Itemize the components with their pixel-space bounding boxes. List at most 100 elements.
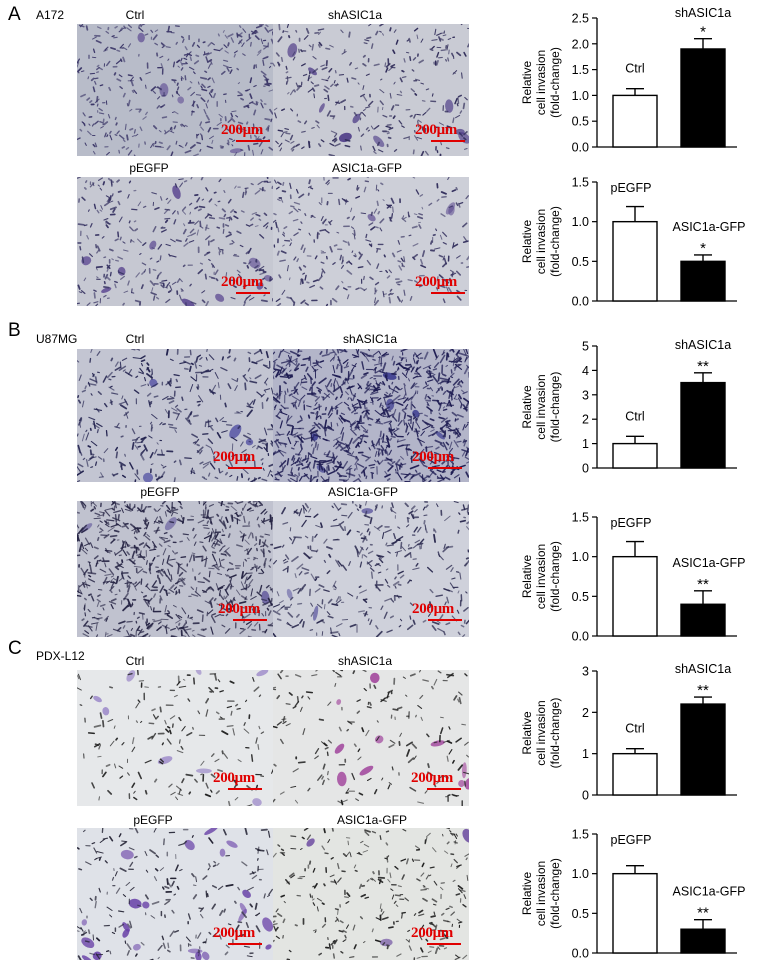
micrograph-b-shasic1a: [273, 349, 469, 482]
bar-asic1a-gfp: [680, 603, 726, 637]
y-tick-label: 1.0: [572, 215, 589, 229]
y-axis-label: cell invasion: [534, 209, 548, 274]
category-label: shASIC1a: [675, 6, 731, 20]
bar-chart-b-shasic1a: Relative cell invasion (fold-change) 0 1 2 3 4 5…: [520, 338, 737, 476]
significance-marker: *: [700, 240, 706, 257]
y-tick-label: 0.0: [572, 947, 589, 961]
y-tick-label: 1.0: [572, 89, 589, 103]
scale-label-a-shasic1a: 200μm: [415, 122, 457, 138]
y-axis-label: cell invasion: [534, 50, 548, 115]
scale-bar-c-shasic1a: [427, 788, 461, 790]
scale-label-c-asic1a-gfp: 200μm: [411, 925, 453, 941]
image-label-a-shasic1a: shASIC1a: [327, 8, 383, 22]
bar-shasic1a: [680, 381, 726, 469]
category-label: pEGFP: [611, 181, 652, 195]
y-axis-label: Relative: [520, 61, 534, 105]
image-label-c-asic1a-gfp: ASIC1a-GFP: [336, 813, 408, 827]
significance-marker: **: [697, 576, 709, 593]
scale-label-a-pegfp: 200μm: [221, 274, 263, 290]
y-axis-label: cell invasion: [534, 374, 548, 439]
scale-label-b-asic1a-gfp: 200μm: [412, 601, 454, 617]
micrograph-a-pegfp: [77, 177, 273, 306]
y-tick-label: 0.0: [572, 630, 589, 644]
scale-bar-c-ctrl: [228, 788, 262, 790]
y-tick-label: 4: [582, 364, 589, 378]
scale-label-a-ctrl: 200μm: [221, 122, 263, 138]
micrograph-b-ctrl: [77, 349, 273, 482]
image-label-a-pegfp: pEGFP: [129, 161, 169, 175]
scale-bar-a-ctrl: [236, 140, 270, 142]
scale-label-c-shasic1a: 200μm: [411, 770, 453, 786]
y-tick-label: 2.5: [572, 12, 589, 26]
category-label: shASIC1a: [675, 338, 731, 352]
image-label-b-ctrl: Ctrl: [125, 332, 145, 346]
scale-label-b-shasic1a: 200μm: [412, 449, 454, 465]
scale-label-b-ctrl: 200μm: [213, 449, 255, 465]
y-axis-label: Relative: [520, 220, 534, 264]
y-tick-label: 5: [582, 340, 589, 354]
bar-pegfp: [612, 872, 658, 954]
bar-ctrl: [612, 752, 658, 796]
image-label-b-asic1a-gfp: ASIC1a-GFP: [327, 485, 399, 499]
bar-pegfp: [612, 220, 658, 302]
y-tick-label: 2: [582, 413, 589, 427]
scale-bar-b-pegfp: [233, 619, 267, 621]
panel-letter-a: A: [8, 4, 21, 25]
image-label-c-pegfp: pEGFP: [133, 813, 173, 827]
scale-label-c-pegfp: 200μm: [213, 925, 255, 941]
y-tick-label: 0.5: [572, 590, 589, 604]
y-axis-label: Relative: [520, 385, 534, 429]
scale-bar-a-shasic1a: [431, 140, 465, 142]
category-label: Ctrl: [625, 722, 644, 736]
micrograph-c-ctrl: [77, 670, 273, 806]
y-tick-label: 1.5: [572, 511, 589, 525]
panel-letter-b: B: [8, 320, 21, 341]
scale-label-a-asic1a-gfp: 200μm: [415, 274, 457, 290]
category-label: ASIC1a-GFP: [673, 885, 746, 899]
significance-marker: *: [700, 24, 706, 41]
bar-shasic1a: [680, 703, 726, 796]
category-label: ASIC1a-GFP: [673, 556, 746, 570]
micrograph-b-pegfp: [77, 501, 273, 637]
y-tick-label: 0.0: [572, 141, 589, 155]
y-tick-label: 2.0: [572, 37, 589, 51]
micrograph-b-asic1a-gfp: [273, 501, 469, 637]
micrograph-a-shasic1a: [273, 24, 469, 156]
micrograph-c-pegfp: [77, 828, 273, 960]
bar-pegfp: [612, 555, 658, 637]
scale-label-b-pegfp: 200μm: [218, 601, 260, 617]
y-tick-label: 3: [582, 388, 589, 402]
significance-marker: **: [697, 358, 709, 375]
micrograph-c-asic1a-gfp: [273, 828, 469, 960]
y-axis-label: (fold-change): [548, 541, 562, 612]
scale-bar-c-asic1a-gfp: [427, 943, 461, 945]
image-label-c-ctrl: Ctrl: [125, 654, 145, 668]
scale-bar-c-pegfp: [228, 943, 262, 945]
scale-bar-b-shasic1a: [428, 467, 462, 469]
cell-line-a172: A172: [36, 8, 65, 22]
image-label-c-shasic1a: shASIC1a: [337, 654, 393, 668]
bar-chart-c-asic1a-gfp: Relative cell invasion (fold-change) 0.0 0.5…: [520, 828, 746, 961]
cell-line-pdx-l12: PDX-L12: [36, 649, 85, 663]
y-axis-label: (fold-change): [548, 698, 562, 769]
y-axis-label: (fold-change): [548, 858, 562, 929]
y-axis-label: cell invasion: [534, 861, 548, 926]
image-label-a-asic1a-gfp: ASIC1a-GFP: [331, 161, 403, 175]
scale-label-c-ctrl: 200μm: [213, 770, 255, 786]
significance-marker: **: [697, 905, 709, 922]
category-label: pEGFP: [611, 833, 652, 847]
y-axis-label: Relative: [520, 711, 534, 755]
y-axis-label: (fold-change): [548, 47, 562, 118]
cell-line-u87mg: U87MG: [36, 332, 78, 346]
y-tick-label: 1: [582, 437, 589, 451]
y-tick-label: 0.0: [572, 295, 589, 309]
category-label: shASIC1a: [675, 662, 731, 676]
y-tick-label: 3: [582, 665, 589, 679]
y-axis-label: (fold-change): [548, 372, 562, 443]
image-label-a-ctrl: Ctrl: [125, 8, 145, 22]
bar-ctrl: [612, 442, 658, 469]
panel-letter-c: C: [8, 638, 22, 659]
scale-bar-a-asic1a-gfp: [431, 292, 465, 294]
y-tick-label: 0.5: [572, 255, 589, 269]
scale-bar-a-pegfp: [236, 292, 270, 294]
